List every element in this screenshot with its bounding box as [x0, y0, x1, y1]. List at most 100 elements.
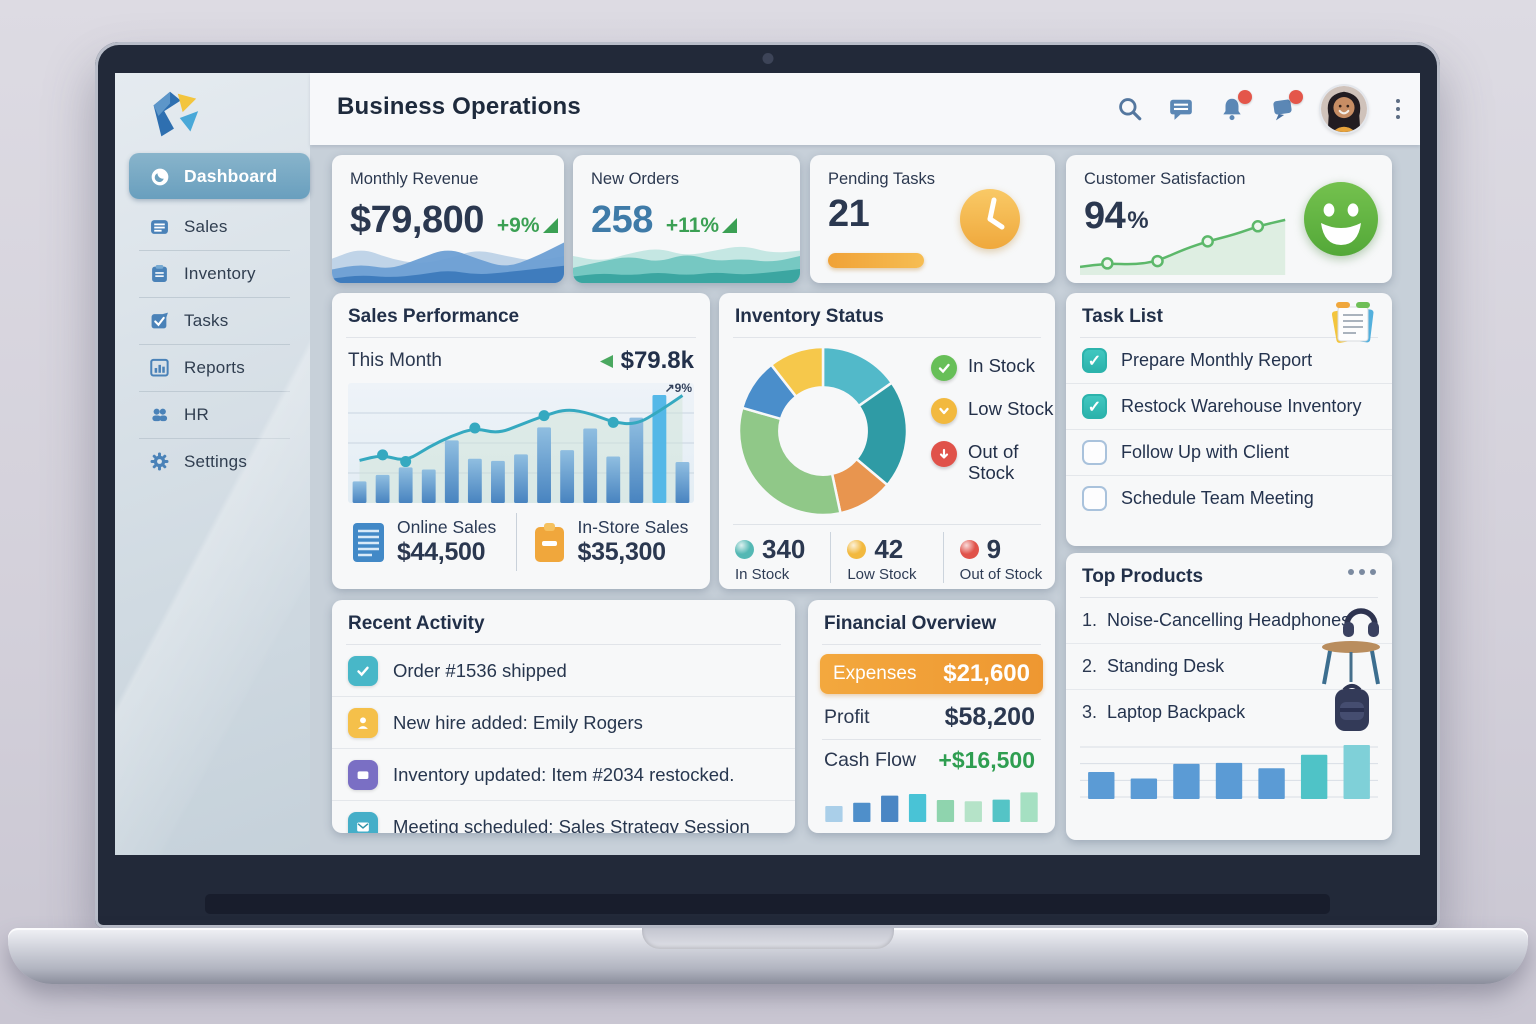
- divider: [822, 739, 1041, 740]
- metric-value: $35,300: [577, 538, 667, 566]
- activity-text: Inventory updated: Item #2034 restocked.: [393, 763, 735, 785]
- period-value: $79.8k: [620, 347, 694, 374]
- divider: [733, 337, 1041, 338]
- stat-dot: [847, 540, 867, 559]
- divider: [139, 391, 290, 392]
- kpi-value: 94: [1084, 195, 1126, 237]
- divider: [139, 250, 290, 251]
- task-checkbox[interactable]: ✓: [1082, 486, 1107, 511]
- card-title: Recent Activity: [348, 613, 485, 634]
- out-of-stock-arrow-icon: [931, 441, 957, 467]
- notifications-icon[interactable]: [1219, 90, 1252, 122]
- kpi-delta: +11%: [666, 214, 738, 238]
- stat-low-stock: 42 Low Stock: [830, 532, 942, 583]
- kpi-value: 258: [591, 199, 653, 241]
- recent-activity-card: Recent Activity Order #1536 shipped New …: [332, 600, 795, 833]
- stat-dot: [735, 540, 754, 559]
- activity-item: Meeting scheduled: Sales Strategy Sessio…: [332, 800, 795, 833]
- instore-sales-metric: In-Store Sales $35,300: [515, 513, 697, 571]
- cashflow-row: Cash Flow +$16,500: [808, 740, 1055, 777]
- sidebar-item-tasks[interactable]: Tasks: [129, 303, 310, 339]
- card-title: Task List: [1082, 306, 1163, 327]
- legend-item-low-stock: Low Stock: [931, 398, 1054, 424]
- kpi-value: $79,800: [350, 199, 484, 241]
- notification-badge: [1238, 90, 1252, 104]
- check-icon: [348, 655, 378, 686]
- task-checkbox[interactable]: ✓: [1082, 348, 1107, 373]
- stat-value: 9: [986, 534, 1002, 564]
- sales-breakdown: Online Sales $44,500 In-Store Sales $35,…: [346, 513, 696, 571]
- task-checkbox[interactable]: ✓: [1082, 440, 1107, 465]
- search-icon[interactable]: [1117, 96, 1143, 122]
- activity-item: Order #1536 shipped: [332, 645, 795, 696]
- messages-icon[interactable]: [1168, 96, 1194, 122]
- kpi-label: New Orders: [591, 170, 680, 188]
- online-sales-metric: Online Sales $44,500: [346, 513, 516, 571]
- announcements-icon[interactable]: [1270, 90, 1303, 122]
- divider: [139, 344, 290, 345]
- low-stock-chevron-icon: [931, 398, 957, 424]
- sidebar-item-label: Tasks: [184, 311, 229, 330]
- kpi-card-new-orders: New Orders 258 +11%: [573, 155, 800, 283]
- inventory-status-card: Inventory Status In Stock Low Stoc: [719, 293, 1055, 589]
- sidebar-nav: Dashboard Sales Inventory: [115, 153, 310, 480]
- task-item: ✓ Prepare Monthly Report: [1066, 338, 1392, 383]
- divider: [1080, 337, 1378, 338]
- sidebar-item-inventory[interactable]: Inventory: [129, 256, 310, 292]
- card-title: Inventory Status: [735, 306, 884, 327]
- task-label: Schedule Team Meeting: [1121, 488, 1314, 508]
- legend-item-out-of-stock: Out of Stock: [931, 441, 1054, 484]
- product-item: 2. Standing Desk: [1066, 641, 1392, 689]
- sidebar-item-label: Sales: [184, 217, 228, 236]
- inventory-legend: In Stock Low Stock Out of Stock: [931, 355, 1054, 484]
- sidebar-item-label: HR: [184, 405, 209, 424]
- divider: [139, 297, 290, 298]
- legend-item-in-stock: In Stock: [931, 355, 1054, 381]
- kpi-card-monthly-revenue: Monthly Revenue $79,800 +9%: [332, 155, 564, 283]
- kpi-card-pending-tasks: Pending Tasks 21: [810, 155, 1055, 283]
- sidebar-item-reports[interactable]: Reports: [129, 350, 310, 386]
- sidebar: Dashboard Sales Inventory: [115, 73, 310, 855]
- inventory-donut-chart: [737, 345, 909, 517]
- stat-out-of-stock: 9 Out of Stock: [942, 532, 1055, 583]
- sales-performance-card: Sales Performance This Month $79.8k ↗9%: [332, 293, 710, 589]
- more-options-icon[interactable]: [1348, 569, 1376, 575]
- profit-label: Profit: [824, 706, 870, 728]
- product-name: Laptop Backpack: [1107, 702, 1246, 722]
- task-checkbox[interactable]: ✓: [1082, 394, 1107, 419]
- product-name: Standing Desk: [1107, 656, 1225, 676]
- legend-label: Low Stock: [968, 398, 1054, 419]
- task-label: Prepare Monthly Report: [1121, 350, 1313, 370]
- stat-label: Low Stock: [847, 566, 917, 583]
- activity-item: Inventory updated: Item #2034 restocked.: [332, 748, 795, 800]
- sales-bar-line-chart: ↗9%: [348, 381, 694, 503]
- task-label: Follow Up with Client: [1121, 442, 1290, 462]
- product-item: 3. Laptop Backpack: [1066, 684, 1392, 735]
- announcement-badge: [1289, 90, 1303, 104]
- tasks-progress-fill: [828, 253, 925, 268]
- sidebar-item-hr[interactable]: HR: [129, 397, 310, 433]
- headphones-icon: [1340, 601, 1382, 646]
- overflow-menu-icon[interactable]: [1392, 95, 1404, 123]
- sidebar-item-label: Settings: [184, 452, 248, 471]
- divider: [822, 644, 1041, 645]
- task-item: ✓ Follow Up with Client: [1066, 429, 1392, 475]
- laptop-base: [8, 928, 1528, 984]
- activity-text: New hire added: Emily Rogers: [393, 711, 643, 733]
- stat-dot: [959, 540, 979, 559]
- product-rank: 1.: [1082, 610, 1098, 630]
- sidebar-item-sales[interactable]: Sales: [129, 209, 310, 245]
- cashflow-value: +$16,500: [938, 747, 1035, 773]
- sidebar-item-settings[interactable]: Settings: [129, 444, 310, 480]
- sidebar-item-dashboard[interactable]: Dashboard: [129, 153, 310, 199]
- divider: [346, 337, 696, 338]
- top-products-card: Top Products 1. Noise-Cancelling Headpho…: [1066, 553, 1392, 840]
- user-avatar[interactable]: [1321, 86, 1367, 132]
- orders-wave-chart: [573, 229, 800, 283]
- reports-icon: [150, 358, 170, 378]
- divider: [346, 644, 781, 645]
- stat-value: 42: [874, 534, 904, 564]
- laptop-base-notch: [642, 928, 894, 949]
- kpi-card-customer-satisfaction: Customer Satisfaction 94 %: [1066, 155, 1392, 283]
